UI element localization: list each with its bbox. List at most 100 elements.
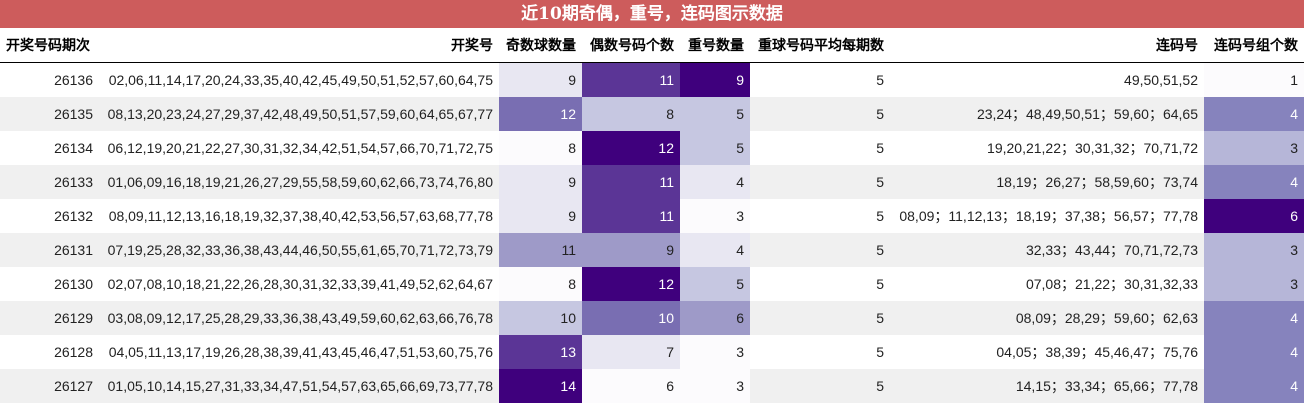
table-cell: 10 bbox=[582, 301, 680, 335]
table-cell: 08,13,20,23,24,27,29,37,42,48,49,50,51,5… bbox=[99, 97, 499, 131]
table-cell: 07,19,25,28,32,33,36,38,43,44,46,50,55,6… bbox=[99, 233, 499, 267]
table-cell: 23,24；48,49,50,51；59,60；64,65 bbox=[890, 97, 1204, 131]
table-cell: 4 bbox=[1204, 335, 1304, 369]
table-cell: 5 bbox=[680, 267, 750, 301]
table-cell: 11 bbox=[499, 233, 582, 267]
table-cell: 12 bbox=[582, 267, 680, 301]
table-cell: 5 bbox=[750, 233, 890, 267]
table-cell: 3 bbox=[680, 369, 750, 403]
table-cell: 12 bbox=[582, 131, 680, 165]
table-cell: 5 bbox=[680, 97, 750, 131]
table-cell: 4 bbox=[1204, 301, 1304, 335]
column-header: 开奖号 bbox=[99, 28, 499, 63]
table-cell: 6 bbox=[680, 301, 750, 335]
table-cell: 13 bbox=[499, 335, 582, 369]
column-header: 连码号 bbox=[890, 28, 1204, 63]
table-title: 近10期奇偶，重号，连码图示数据 bbox=[0, 0, 1304, 28]
table-cell: 11 bbox=[582, 199, 680, 233]
column-header: 重球号码平均每期数 bbox=[750, 28, 890, 63]
table-cell: 5 bbox=[750, 199, 890, 233]
table-cell: 4 bbox=[680, 165, 750, 199]
table-cell: 1 bbox=[1204, 63, 1304, 98]
table-cell: 6 bbox=[582, 369, 680, 403]
column-header: 连码号组个数 bbox=[1204, 28, 1304, 63]
column-header: 开奖号码期次 bbox=[0, 28, 99, 63]
table-cell: 11 bbox=[582, 63, 680, 98]
table-cell: 14,15；33,34；65,66；77,78 bbox=[890, 369, 1204, 403]
table-cell: 3 bbox=[680, 335, 750, 369]
table-cell: 4 bbox=[680, 233, 750, 267]
table-cell: 26133 bbox=[0, 165, 99, 199]
column-header: 重号数量 bbox=[680, 28, 750, 63]
table-cell: 26134 bbox=[0, 131, 99, 165]
column-header: 偶数号码个数 bbox=[582, 28, 680, 63]
table-cell: 8 bbox=[499, 267, 582, 301]
table-cell: 8 bbox=[499, 131, 582, 165]
table-cell: 5 bbox=[750, 63, 890, 98]
table-cell: 5 bbox=[750, 369, 890, 403]
table-cell: 01,06,09,16,18,19,21,26,27,29,55,58,59,6… bbox=[99, 165, 499, 199]
table-cell: 9 bbox=[499, 165, 582, 199]
table-cell: 19,20,21,22；30,31,32；70,71,72 bbox=[890, 131, 1204, 165]
table-cell: 07,08；21,22；30,31,32,33 bbox=[890, 267, 1204, 301]
table-cell: 18,19；26,27；58,59,60；73,74 bbox=[890, 165, 1204, 199]
table-cell: 26128 bbox=[0, 335, 99, 369]
table-cell: 3 bbox=[1204, 233, 1304, 267]
column-header: 奇数球数量 bbox=[499, 28, 582, 63]
table-cell: 04,05；38,39；45,46,47；75,76 bbox=[890, 335, 1204, 369]
table-cell: 01,05,10,14,15,27,31,33,34,47,51,54,57,6… bbox=[99, 369, 499, 403]
table-cell: 04,05,11,13,17,19,26,28,38,39,41,43,45,4… bbox=[99, 335, 499, 369]
table-cell: 32,33；43,44；70,71,72,73 bbox=[890, 233, 1204, 267]
table-cell: 7 bbox=[582, 335, 680, 369]
table-cell: 02,06,11,14,17,20,24,33,35,40,42,45,49,5… bbox=[99, 63, 499, 98]
table-cell: 08,09；28,29；59,60；62,63 bbox=[890, 301, 1204, 335]
table-cell: 5 bbox=[750, 301, 890, 335]
table-cell: 5 bbox=[750, 165, 890, 199]
table-cell: 3 bbox=[1204, 131, 1304, 165]
table-cell: 9 bbox=[499, 199, 582, 233]
table-cell: 26132 bbox=[0, 199, 99, 233]
table-cell: 26129 bbox=[0, 301, 99, 335]
table-cell: 3 bbox=[680, 199, 750, 233]
table-cell: 11 bbox=[582, 165, 680, 199]
table-cell: 08,09,11,12,13,16,18,19,32,37,38,40,42,5… bbox=[99, 199, 499, 233]
table-cell: 49,50,51,52 bbox=[890, 63, 1204, 98]
table-cell: 12 bbox=[499, 97, 582, 131]
table-cell: 5 bbox=[750, 131, 890, 165]
table-cell: 26131 bbox=[0, 233, 99, 267]
header-row: 开奖号码期次 开奖号 奇数球数量 偶数号码个数 重号数量 重球号码平均每期数 连… bbox=[0, 28, 1304, 63]
table-cell: 10 bbox=[499, 301, 582, 335]
table-cell: 8 bbox=[582, 97, 680, 131]
table-cell: 26136 bbox=[0, 63, 99, 98]
data-table: 开奖号码期次 开奖号 奇数球数量 偶数号码个数 重号数量 重球号码平均每期数 连… bbox=[0, 28, 1304, 403]
table-cell: 5 bbox=[750, 267, 890, 301]
table-cell: 4 bbox=[1204, 97, 1304, 131]
table-cell: 26127 bbox=[0, 369, 99, 403]
table-cell: 6 bbox=[1204, 199, 1304, 233]
table-cell: 4 bbox=[1204, 165, 1304, 199]
table-cell: 3 bbox=[1204, 267, 1304, 301]
table-cell: 9 bbox=[680, 63, 750, 98]
table-cell: 5 bbox=[750, 97, 890, 131]
table-cell: 5 bbox=[750, 335, 890, 369]
table-cell: 9 bbox=[582, 233, 680, 267]
table-cell: 08,09；11,12,13；18,19；37,38；56,57；77,78 bbox=[890, 199, 1204, 233]
table-cell: 06,12,19,20,21,22,27,30,31,32,34,42,51,5… bbox=[99, 131, 499, 165]
table-cell: 5 bbox=[680, 131, 750, 165]
table-cell: 03,08,09,12,17,25,28,29,33,36,38,43,49,5… bbox=[99, 301, 499, 335]
table-cell: 02,07,08,10,18,21,22,26,28,30,31,32,33,3… bbox=[99, 267, 499, 301]
table-cell: 26130 bbox=[0, 267, 99, 301]
table-cell: 26135 bbox=[0, 97, 99, 131]
table-cell: 14 bbox=[499, 369, 582, 403]
